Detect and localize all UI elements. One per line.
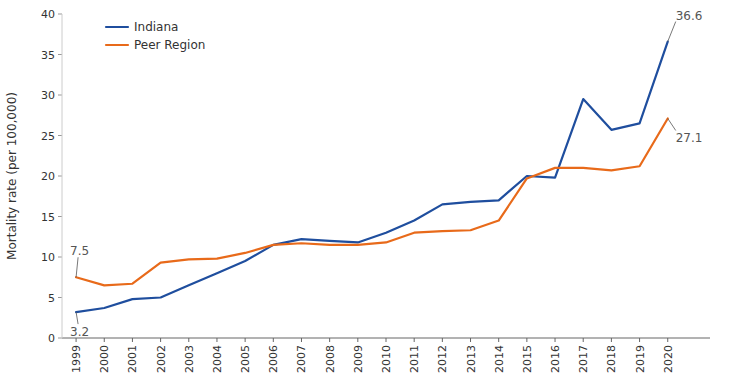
x-tick-label: 2012	[436, 345, 449, 373]
annotation-leader	[668, 22, 676, 42]
x-tick	[160, 338, 161, 342]
x-tick-label: 2018	[605, 345, 618, 373]
x-tick	[245, 338, 246, 342]
y-tick-label: 40	[41, 8, 55, 21]
annotation-leader	[76, 312, 78, 324]
y-tick-label: 0	[48, 332, 55, 345]
y-tick-label: 10	[41, 251, 55, 264]
x-tick	[329, 338, 330, 342]
x-tick	[357, 338, 358, 342]
x-tick	[583, 338, 584, 342]
x-tick	[526, 338, 527, 342]
legend-label: Peer Region	[134, 38, 205, 52]
x-tick	[273, 338, 274, 342]
x-tick-label: 2004	[211, 345, 224, 373]
annotation-leader	[668, 118, 676, 130]
annotation: 36.6	[676, 9, 703, 23]
x-tick	[639, 338, 640, 342]
y-tick	[58, 216, 62, 217]
x-tick-label: 2020	[662, 345, 675, 373]
y-tick	[58, 14, 62, 15]
x-tick	[386, 338, 387, 342]
annotation-leader	[76, 257, 78, 277]
legend-swatch	[106, 44, 128, 46]
x-tick-label: 2016	[549, 345, 562, 373]
y-tick	[58, 297, 62, 298]
y-axis-label: Mortality rate (per 100,000)	[5, 92, 19, 260]
x-tick-label: 2017	[577, 345, 590, 373]
chart: 0 5 10 15 20 25 30 35 40 1999 2000 2001 2002 2003 2004…	[0, 0, 732, 384]
y-tick	[58, 257, 62, 258]
annotation: 3.2	[70, 325, 89, 339]
x-tick-label: 2015	[521, 345, 534, 373]
x-tick-label: 2011	[408, 345, 421, 373]
x-tick	[414, 338, 415, 342]
y-tick	[58, 54, 62, 55]
x-tick	[498, 338, 499, 342]
y-tick	[58, 95, 62, 96]
y-tick-label: 15	[41, 211, 55, 224]
x-tick-label: 2014	[493, 345, 506, 373]
y-tick	[58, 338, 62, 339]
x-tick-label: 2006	[267, 345, 280, 373]
x-tick	[216, 338, 217, 342]
y-tick-label: 30	[41, 89, 55, 102]
x-tick	[104, 338, 105, 342]
series-line	[76, 118, 668, 285]
y-tick-label: 25	[41, 130, 55, 143]
x-tick	[442, 338, 443, 342]
x-tick-label: 2002	[155, 345, 168, 373]
x-tick-label: 2003	[183, 345, 196, 373]
y-axis-line	[62, 14, 63, 338]
annotation: 7.5	[70, 244, 89, 258]
legend-label: Indiana	[134, 20, 178, 34]
x-tick	[188, 338, 189, 342]
legend: Indiana Peer Region	[106, 20, 205, 52]
y-tick-label: 20	[41, 170, 55, 183]
y-tick	[58, 135, 62, 136]
x-tick	[132, 338, 133, 342]
y-tick	[58, 176, 62, 177]
x-tick	[611, 338, 612, 342]
y-tick-label: 35	[41, 49, 55, 62]
annotation: 27.1	[676, 131, 703, 145]
series-line	[76, 42, 668, 313]
x-tick-label: 2010	[380, 345, 393, 373]
x-tick-label: 2008	[324, 345, 337, 373]
x-tick-label: 2001	[126, 345, 139, 373]
x-tick-label: 1999	[70, 345, 83, 373]
x-tick-label: 2009	[352, 345, 365, 373]
x-tick	[555, 338, 556, 342]
x-tick-label: 2013	[465, 345, 478, 373]
x-tick	[301, 338, 302, 342]
x-tick-label: 2019	[634, 345, 647, 373]
x-tick-label: 2005	[239, 345, 252, 373]
y-tick-label: 5	[48, 292, 55, 305]
x-tick-label: 2007	[295, 345, 308, 373]
x-tick	[470, 338, 471, 342]
legend-swatch	[106, 26, 128, 28]
x-tick-label: 2000	[98, 345, 111, 373]
x-tick	[667, 338, 668, 342]
